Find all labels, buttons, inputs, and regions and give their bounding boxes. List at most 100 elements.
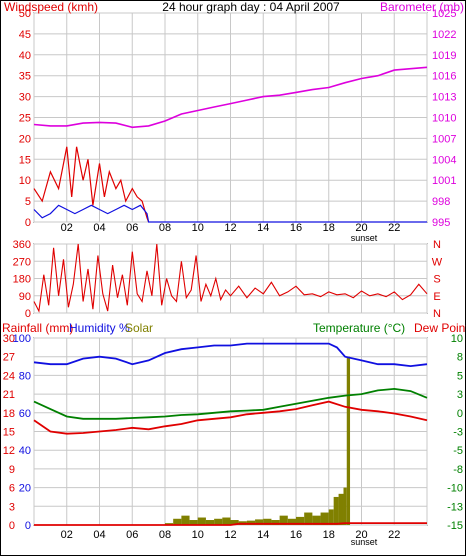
x-tick-label: 22 [388,222,400,234]
temperature-tick-label: 8 [457,352,463,364]
temperature-tick-label: -15 [447,520,463,532]
x-tick-label: 10 [192,529,204,541]
series-rainfall [34,522,427,526]
series-direction [33,243,428,313]
humidity-tick-label: 40 [19,445,31,457]
x-tick-label: 20 [355,222,367,234]
solar-bar [205,520,215,525]
barometer-tick-label: 1013 [432,92,456,104]
x-tick-label: 20 [355,529,367,541]
solar-bar [320,512,329,525]
dewpoint-axis-title: Dew Point [414,321,466,335]
wind-tick-label: 15 [19,154,31,166]
barometer-tick-label: 1022 [432,29,456,41]
humidity-tick-label: 20 [19,483,31,495]
temperature-tick-label: 10 [451,333,463,345]
x-tick-label: 08 [159,529,171,541]
x-tick-label: 12 [224,222,236,234]
rainfall-tick-label: 27 [3,352,15,364]
solar-bar [271,520,280,525]
wind-tick-label: 30 [19,92,31,104]
direction-tick-label: 0 [25,308,31,320]
humidity-tick-label: 80 [19,370,31,382]
wind-tick-label: 45 [19,29,31,41]
solar-bar [181,515,190,525]
compass-tick-label: W [432,256,443,268]
x-tick-label: 14 [257,529,269,541]
x-tick-label: 12 [224,529,236,541]
direction-tick-label: 270 [13,256,31,268]
sunset-marker-bottom: sunset [351,537,378,547]
series-gust [33,146,150,223]
wind-tick-label: 40 [19,50,31,62]
x-tick-label: 18 [323,529,335,541]
solar-bar [230,520,239,525]
rainfall-tick-label: 15 [3,427,15,439]
direction-tick-label: 90 [19,291,31,303]
temperature-tick-label: -10 [447,483,463,495]
solar-bar [197,517,206,525]
rainfall-tick-label: 12 [3,445,15,457]
solar-bar [343,487,347,525]
wind-tick-label: 0 [25,217,31,229]
solar-bar [214,518,223,525]
barometer-tick-label: 1007 [432,133,456,145]
temperature-tick-label: -5 [453,445,463,457]
wind-tick-label: 10 [19,175,31,187]
rainfall-tick-label: 30 [3,333,15,345]
x-tick-label: 16 [290,529,302,541]
rainfall-tick-label: 3 [9,501,15,513]
series-humidity [33,342,428,368]
rainfall-tick-label: 0 [9,520,15,532]
wind-tick-label: 35 [19,71,31,83]
barometer-tick-label: 995 [432,217,450,229]
rainfall-axis-title: Rainfall (mm) [2,321,73,335]
wind-tick-label: 20 [19,133,31,145]
x-tick-label: 04 [93,222,105,234]
solar-bar [304,512,313,525]
compass-tick-label: N [433,308,441,320]
solar-bar [222,517,231,525]
x-tick-label: 14 [257,222,269,234]
solar-bar [255,519,264,525]
solar-bar [165,523,174,525]
wind-barometer-panel: 02 04 06 08 10 12 14 16 18 20 22 0 5 10 15 20 25 30 35 40 4… [4,1,464,243]
wind-direction-panel: 0 N 90 E 180 S 270 W 360 N [13,239,443,320]
humidity-tick-label: 100 [13,333,31,345]
barometer-tick-label: 1001 [432,175,456,187]
barometer-tick-label: 1016 [432,71,456,83]
temperature-tick-label: 3 [457,389,463,401]
solar-axis-title: Solar [125,321,153,335]
solar-bar [173,518,182,525]
temperature-tick-label: 5 [457,370,463,382]
humidity-tick-label: 60 [19,408,31,420]
compass-tick-label: E [433,291,440,303]
direction-tick-label: 360 [13,239,31,251]
temp-humidity-panel: 02 04 06 08 10 12 14 16 18 20 22 03691215182124273… [2,321,466,547]
barometer-axis-title: Barometer (mb) [380,1,464,14]
wind-axis-title: Windspeed (kmh) [4,1,98,14]
wind-tick-label: 5 [25,196,31,208]
direction-tick-label: 180 [13,274,31,286]
solar-bar [333,496,339,525]
solar-bar [296,516,305,525]
rainfall-tick-label: 9 [9,464,15,476]
x-tick-label: 04 [93,529,105,541]
temperature-tick-label: 0 [457,408,463,420]
x-tick-label: 18 [323,222,335,234]
solar-bar [287,518,296,525]
barometer-tick-label: 1010 [432,113,456,125]
x-tick-label: 06 [126,222,138,234]
barometer-tick-label: 998 [432,196,450,208]
wind-tick-label: 25 [19,113,31,125]
solar-bar [338,493,344,525]
x-tick-label: 16 [290,222,302,234]
barometer-tick-label: 1019 [432,50,456,62]
humidity-tick-label: 0 [25,520,31,532]
temperature-axis-title: Temperature (°C) [313,321,405,335]
barometer-tick-label: 1025 [432,8,456,20]
series-wind [33,204,427,223]
chart-title: 24 hour graph day : 04 April 2007 [162,1,340,14]
